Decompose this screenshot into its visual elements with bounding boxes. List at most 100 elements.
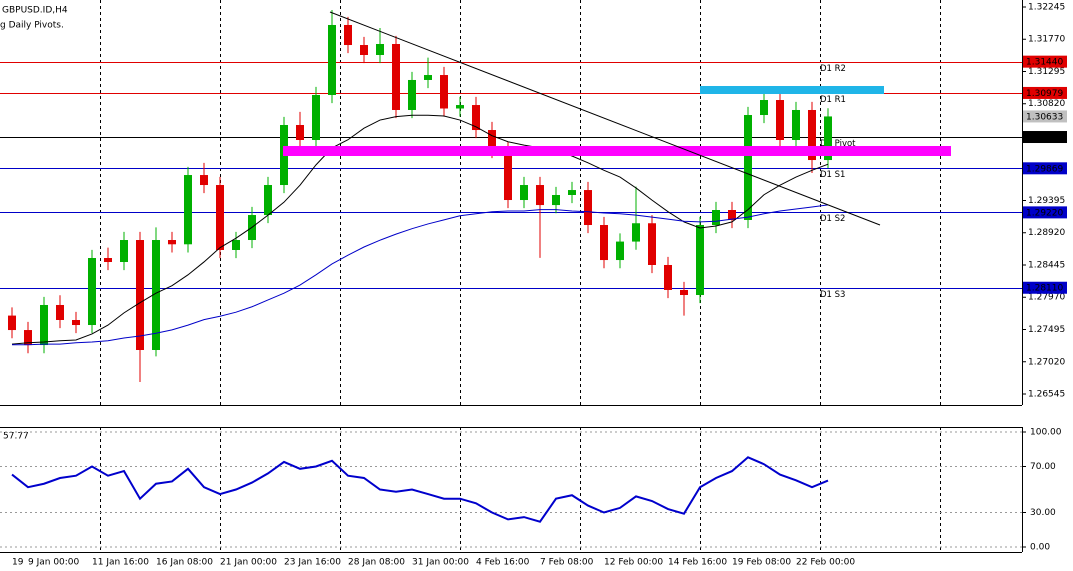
y-tick-label: 1.27020 [1028, 357, 1065, 367]
pivot-name: D1 Pivot [820, 139, 856, 149]
price-tag-label: 1.30330 [1026, 133, 1063, 143]
candle-body [712, 210, 720, 226]
x-tick-label: 9 Jan 00:00 [28, 558, 80, 568]
rsi-value: 57.77 [3, 432, 29, 442]
candle-body [632, 223, 640, 242]
price-tag [1023, 86, 1067, 99]
price-tag [1023, 162, 1067, 175]
user-drawings [283, 11, 951, 226]
candle-body [568, 190, 576, 195]
x-tick-label: 19 Feb 08:00 [732, 558, 791, 568]
y-tick-label: 1.28445 [1028, 260, 1065, 270]
candle-body [408, 79, 416, 110]
price-tag [1023, 110, 1067, 123]
price-tag [1023, 206, 1067, 219]
candle-body [136, 240, 144, 351]
moving-average [12, 204, 829, 346]
candle-body [360, 45, 368, 55]
candle-body [184, 175, 192, 245]
candle-body [792, 109, 800, 141]
candle-body [776, 100, 784, 141]
candle-body [264, 185, 272, 216]
x-tick-label: 16 Jan 08:00 [156, 558, 213, 568]
candle-body [392, 43, 400, 110]
candle-body [552, 194, 560, 206]
price-tag-label: 1.29220 [1026, 208, 1063, 218]
x-tick-label: 31 Jan 00:00 [412, 558, 469, 568]
candle-body [520, 185, 528, 201]
candle-body [312, 94, 320, 141]
candle-body [216, 185, 224, 250]
y-tick-label: 100.00 [1030, 428, 1062, 438]
candle-body [488, 130, 496, 150]
frame [0, 0, 1023, 553]
candle-body [72, 319, 80, 326]
candle-body [40, 304, 48, 346]
y-tick-label: 30.00 [1030, 508, 1056, 518]
candle-body [56, 304, 64, 320]
pivot-name: D1 R1 [820, 95, 846, 105]
candle-body [664, 264, 672, 290]
candle-body [680, 289, 688, 296]
y-tick-label: 1.27970 [1028, 293, 1065, 303]
candle-body [600, 225, 608, 261]
time-grid [100, 0, 941, 552]
candle-body [744, 115, 752, 220]
candle-body [8, 315, 16, 331]
x-tick-label: 11 Jan 16:00 [92, 558, 149, 568]
price-tag-label: 1.30633 [1026, 112, 1063, 122]
y-tick-label: 1.30820 [1028, 99, 1065, 109]
price-tag [1023, 131, 1067, 144]
candle-body [376, 43, 384, 55]
zone-rectangle [700, 86, 884, 94]
x-tick-label: 21 Jan 00:00 [220, 558, 277, 568]
candle-body [728, 210, 736, 220]
candle-body [152, 240, 160, 351]
candle-body [424, 75, 432, 80]
candle-body [584, 190, 592, 226]
pivot-name: D1 R2 [820, 64, 846, 74]
y-tick-label: 1.28920 [1028, 228, 1065, 238]
y-tick-label: 1.32245 [1028, 2, 1065, 12]
price-tag [1023, 281, 1067, 294]
candle-body [232, 240, 240, 250]
candle-body [536, 185, 544, 206]
candle-body [104, 258, 112, 263]
y-tick-label: 1.31770 [1028, 35, 1065, 45]
y-tick-label: 0.00 [1030, 542, 1050, 552]
y-tick-label: 1.29395 [1028, 196, 1065, 206]
price-tag-label: 1.28110 [1026, 284, 1063, 294]
trend-line [329, 11, 881, 226]
candle-body [88, 258, 96, 326]
candle-body [824, 116, 832, 161]
moving-average [11, 114, 829, 345]
pivot-name: D1 S1 [820, 170, 845, 180]
candle-body [296, 124, 304, 141]
y-tick-label: 70.00 [1030, 462, 1056, 472]
rsi-line [11, 456, 829, 523]
pivot-name: D1 S3 [820, 290, 845, 300]
candle-body [24, 330, 32, 346]
y-tick-label: 1.31295 [1028, 67, 1065, 77]
candle-body [808, 109, 816, 161]
price-tag-label: 1.30979 [1026, 89, 1063, 99]
x-tick-label: 23 Jan 16:00 [284, 558, 341, 568]
candle-body [696, 225, 704, 296]
candle-body [616, 241, 624, 261]
y-tick-label: 1.27495 [1028, 325, 1065, 335]
candle-body [760, 100, 768, 116]
x-tick-label: 12 Feb 00:00 [604, 558, 663, 568]
candle-body [472, 105, 480, 131]
indicator-name: g Daily Pivots. [0, 21, 64, 31]
zone-rectangle [283, 146, 951, 156]
candle-body [168, 240, 176, 245]
x-tick-label: 19 [12, 558, 24, 568]
candle-body [328, 24, 336, 95]
chart-title: GBPUSD.ID,H4 [2, 6, 68, 16]
price-tag [1023, 55, 1067, 68]
candle-body [344, 24, 352, 46]
y-tick-label: 1.26545 [1028, 390, 1065, 400]
